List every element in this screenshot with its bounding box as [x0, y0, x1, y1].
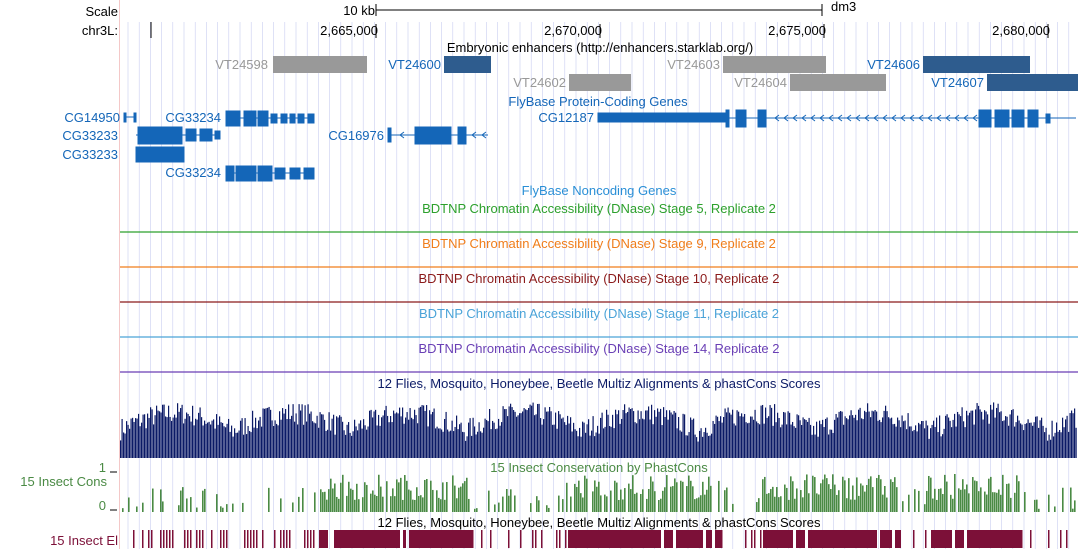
gene-label-cg33234-b[interactable]: CG33234: [165, 165, 221, 180]
axis-min-label: 0: [98, 498, 106, 513]
scale-bar-text: 10 kb: [343, 3, 375, 18]
scale-bar: [375, 4, 823, 16]
enhancer-block-vt24604: [790, 74, 886, 91]
gene-label-cg33233-a[interactable]: CG33233: [62, 128, 118, 143]
track-title-elements[interactable]: 12 Flies, Mosquito, Honeybee, Beetle Mul…: [377, 515, 821, 530]
enhancer-feature-blocks[interactable]: [273, 56, 1078, 91]
gene-model-cg12187: [597, 109, 1076, 128]
side-label-phastcons[interactable]: 15 Insect Cons: [20, 474, 107, 489]
gene-model-cg33233-a: [136, 126, 221, 145]
enhancer-label-vt24607[interactable]: VT24607: [931, 75, 984, 90]
track-title-multiz[interactable]: 12 Flies, Mosquito, Honeybee, Beetle Mul…: [377, 376, 821, 391]
side-label-elements[interactable]: 15 Insect El: [50, 533, 118, 548]
gene-model-cg33233-b: [135, 146, 185, 163]
gene-label-cg33233-b[interactable]: CG33233: [62, 147, 118, 162]
track-title-flybase-noncoding[interactable]: FlyBase Noncoding Genes: [521, 183, 677, 198]
chromosome-label: chr3L:: [81, 23, 118, 38]
gene-label-cg16976[interactable]: CG16976: [328, 128, 384, 143]
track-title-dnase-stage9[interactable]: BDTNP Chromatin Accessibility (DNase) St…: [422, 236, 776, 251]
enhancer-label-vt24606[interactable]: VT24606: [867, 57, 920, 72]
enhancer-block-vt24602: [569, 74, 631, 91]
enhancer-block-vt24598: [273, 56, 367, 73]
label-area-divider: [119, 0, 120, 549]
enhancer-block-vt24600: [444, 56, 491, 73]
track-title-dnase-stage14[interactable]: BDTNP Chromatin Accessibility (DNase) St…: [418, 341, 780, 356]
gene-model-cg33234-a: [225, 110, 315, 127]
gene-model-cg14950: [123, 112, 137, 123]
track-title-phastcons[interactable]: 15 Insect Conservation by PhastCons: [490, 460, 708, 475]
track-title-flybase-coding[interactable]: FlyBase Protein-Coding Genes: [508, 94, 688, 109]
gene-model-cg16976: [387, 126, 488, 145]
track-title-enhancers[interactable]: Embryonic enhancers (http://enhancers.st…: [446, 40, 754, 55]
enhancer-label-vt24600[interactable]: VT24600: [388, 57, 441, 72]
track-title-dnase-stage11[interactable]: BDTNP Chromatin Accessibility (DNase) St…: [418, 306, 780, 321]
gene-strand-chevrons: [774, 114, 978, 122]
dnase-signal-lines: [120, 231, 1078, 373]
scale-label: Scale: [85, 4, 118, 19]
enhancer-block-vt24603: [723, 56, 826, 73]
phastcons-axis: [110, 471, 117, 511]
enhancer-label-vt24603[interactable]: VT24603: [667, 57, 720, 72]
assembly-label: dm3: [831, 0, 857, 14]
axis-max-label: 1: [98, 460, 106, 475]
ruler-position-1: 2,665,000: [320, 23, 378, 38]
multiz-conservation-signal: [120, 402, 1077, 458]
ruler-position-3: 2,675,000: [768, 23, 826, 38]
enhancer-block-vt24607: [987, 74, 1078, 91]
enhancer-label-vt24598[interactable]: VT24598: [215, 57, 268, 72]
gene-models[interactable]: [123, 109, 1076, 182]
gene-label-cg14950[interactable]: CG14950: [64, 110, 120, 125]
track-title-dnase-stage10[interactable]: BDTNP Chromatin Accessibility (DNase) St…: [418, 271, 780, 286]
enhancer-label-vt24602[interactable]: VT24602: [513, 75, 566, 90]
ruler-position-4: 2,680,000: [992, 23, 1050, 38]
gene-model-cg33234-b: [225, 165, 315, 182]
position-gridlines: [127, 22, 1070, 549]
base-position-ruler: [150, 22, 1049, 38]
phastcons-signal: [122, 474, 1076, 512]
enhancer-label-vt24604[interactable]: VT24604: [734, 75, 787, 90]
gene-label-cg12187[interactable]: CG12187: [538, 110, 594, 125]
ruler-position-2: 2,670,000: [544, 23, 602, 38]
gene-label-cg33234-a[interactable]: CG33234: [165, 110, 221, 125]
track-title-dnase-stage5[interactable]: BDTNP Chromatin Accessibility (DNase) St…: [422, 201, 776, 216]
conserved-elements: [133, 530, 1068, 548]
enhancer-block-vt24606: [923, 56, 1030, 73]
